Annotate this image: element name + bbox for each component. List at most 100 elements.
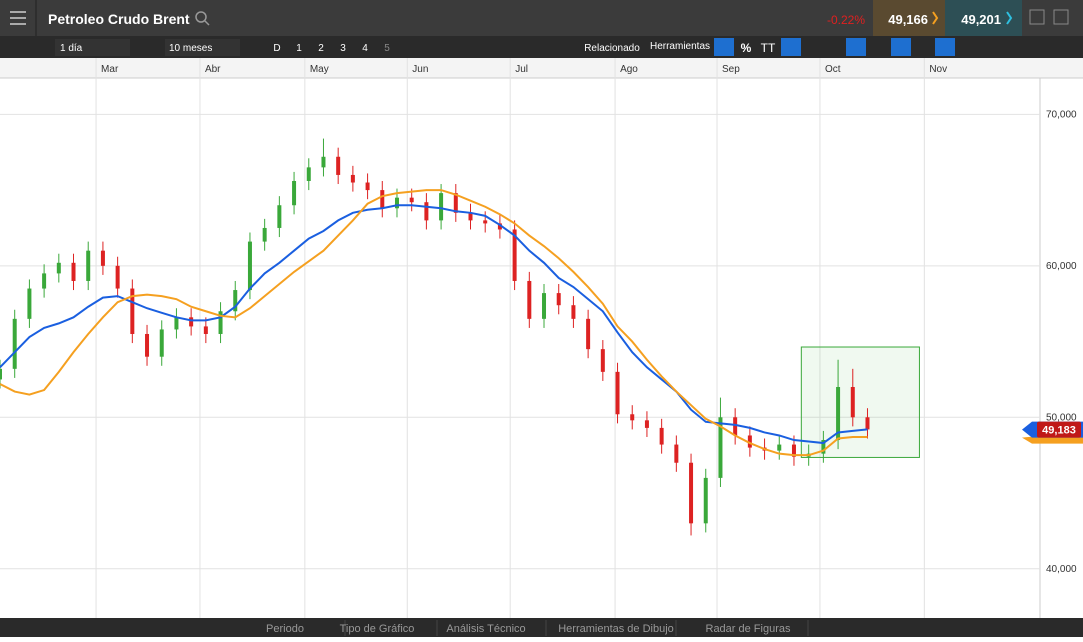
candle-body: [27, 288, 32, 319]
interval-select[interactable]: [55, 39, 130, 56]
buy-box[interactable]: [945, 0, 1022, 36]
candle-body: [247, 241, 252, 291]
x-tick-label: Nov: [929, 64, 947, 75]
candle-body: [439, 193, 444, 221]
candle-body: [865, 417, 870, 430]
candle-body: [56, 262, 61, 274]
candle-body: [600, 349, 605, 372]
change: -0.22%: [827, 13, 865, 27]
y-tick-label: 60,000: [1046, 261, 1077, 272]
candle-body: [497, 223, 502, 230]
buy-arrow: [1006, 11, 1013, 25]
candle-body: [115, 265, 120, 289]
candle-body: [306, 167, 311, 182]
search-icon[interactable]: [195, 11, 210, 26]
x-tick-label: Ago: [620, 64, 638, 75]
candle-body: [556, 293, 561, 306]
text-button[interactable]: TT: [761, 41, 776, 55]
candle-body: [350, 174, 355, 183]
x-tick-label: Jul: [515, 64, 528, 75]
instrument-title: Petroleo Crudo Brent: [48, 11, 190, 27]
candle-body: [630, 414, 635, 421]
candle-body: [821, 440, 826, 454]
candle-body: [615, 371, 620, 415]
month-strip: [0, 58, 1083, 78]
toolbar-button[interactable]: 5: [384, 43, 390, 54]
candle-body: [836, 387, 841, 441]
sell-price: 49,166: [888, 12, 928, 27]
candle-body: [747, 435, 752, 448]
price-marker: [1037, 421, 1081, 438]
related-button[interactable]: Relacionado: [584, 43, 640, 54]
candle-body: [277, 205, 282, 228]
candle-body: [850, 387, 855, 418]
candle-body: [130, 288, 135, 334]
candle-body: [380, 190, 385, 209]
x-tick-label: May: [310, 64, 329, 75]
x-tick-label: Sep: [722, 64, 740, 75]
candle-body: [733, 417, 738, 436]
tool-button[interactable]: [935, 38, 955, 56]
bottom-tab[interactable]: Herramientas de Dibujo: [558, 623, 674, 635]
price-label: 49,183: [1042, 425, 1076, 437]
candle-body: [424, 202, 429, 221]
candle-body: [703, 477, 708, 524]
percent-button[interactable]: %: [741, 41, 752, 55]
y-tick-label: 40,000: [1046, 564, 1077, 575]
candle-body: [571, 305, 576, 319]
x-tick-label: Jun: [412, 64, 428, 75]
candle-body: [659, 427, 664, 445]
sell-box[interactable]: [873, 0, 945, 36]
candle-body: [233, 290, 238, 312]
bottom-tab[interactable]: Radar de Figuras: [706, 623, 791, 635]
window-icon[interactable]: [1053, 9, 1069, 25]
candle-body: [777, 444, 782, 451]
x-tick-label: Oct: [825, 64, 841, 75]
x-tick-label: Mar: [101, 64, 119, 75]
tool-button[interactable]: [891, 38, 911, 56]
toolbar-button[interactable]: 3: [340, 43, 346, 54]
range-select[interactable]: [165, 39, 240, 56]
interval: 1 día: [60, 43, 83, 54]
candle-body: [12, 318, 17, 369]
x-tick-label: Abr: [205, 64, 221, 75]
menu-icon[interactable]: [10, 11, 26, 25]
tool-button[interactable]: [846, 38, 866, 56]
toolbar-button[interactable]: D: [273, 43, 280, 54]
candle-body: [527, 280, 532, 319]
candle-body: [159, 329, 164, 357]
candle-body: [336, 156, 341, 175]
tool-button[interactable]: [781, 38, 801, 56]
candle-body: [71, 262, 76, 281]
toolbar-button[interactable]: 1: [296, 43, 302, 54]
toolbar: [0, 36, 1083, 58]
bottom-tab[interactable]: Periodo: [266, 623, 304, 635]
candle-body: [644, 420, 649, 428]
candle-body: [292, 181, 297, 206]
window-icon[interactable]: [1029, 9, 1045, 25]
sell-arrow: [932, 11, 939, 25]
moving-average: [0, 204, 868, 445]
moving-average: [0, 189, 868, 457]
candle-body: [100, 250, 105, 266]
bottom-tab[interactable]: Tipo de Gráfico: [340, 623, 415, 635]
toolbar-button[interactable]: 4: [362, 43, 368, 54]
bottom-tab[interactable]: Análisis Técnico: [446, 623, 525, 635]
buy-price: 49,201: [961, 12, 1001, 27]
candle-body: [218, 311, 223, 334]
candle-body: [718, 417, 723, 478]
toolbar-button[interactable]: 2: [318, 43, 324, 54]
candle-body: [689, 462, 694, 524]
candle-body: [542, 293, 547, 319]
candle-body: [453, 193, 458, 213]
candle-body: [674, 444, 679, 463]
tools-button[interactable]: Herramientas: [650, 41, 710, 52]
tool-button[interactable]: [714, 38, 734, 56]
candle-body: [791, 444, 796, 457]
y-tick-label: 50,000: [1046, 412, 1077, 423]
highlight-zone: [800, 346, 920, 458]
candle-body: [409, 197, 414, 203]
candle-body: [86, 250, 91, 281]
